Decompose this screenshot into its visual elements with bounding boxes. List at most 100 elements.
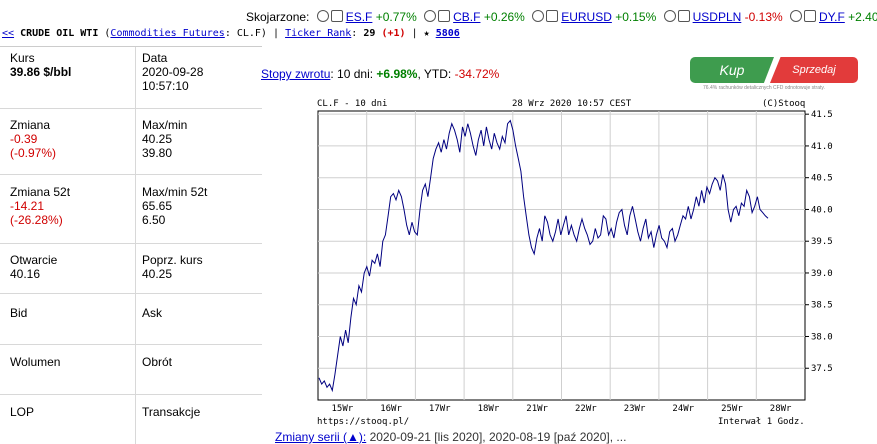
bid-label: Bid: [10, 306, 28, 320]
chart-svg: 41.5 41.0 40.5 40.0 39.5 39.0 38.5 38.0 37.5 15W…: [317, 99, 833, 427]
x-tick-label: 17Wr: [429, 404, 451, 414]
related-link-cb[interactable]: CB.F: [453, 10, 481, 24]
poprz-label: Poprz. kurs: [142, 253, 203, 267]
back-link[interactable]: <<: [2, 28, 15, 39]
x-tick-label: 22Wr: [575, 404, 597, 414]
x-tick-label: 24Wr: [672, 404, 694, 414]
related-change-dy: +2.40%: [848, 10, 877, 24]
x-tick-label: 23Wr: [624, 404, 646, 414]
chart-title-left: CL.F - 10 dni: [317, 99, 387, 109]
data-time: 10:57:10: [142, 79, 189, 93]
returns-line: Stopy zwrotu: 10 dni: +6.98%, YTD: -34.7…: [261, 67, 500, 81]
buy-button[interactable]: Kup: [690, 57, 774, 83]
x-tick-label: 18Wr: [478, 404, 500, 414]
compare-radio-cb[interactable]: [424, 10, 437, 22]
x-tick-label: 16Wr: [380, 404, 402, 414]
otwarcie-value: 40.16: [10, 267, 41, 281]
quote-table: Kurs 39.86 $/bbl Data 2020-09-28 10:57:1…: [0, 46, 262, 444]
poprz-value: 40.25: [142, 267, 173, 281]
y-tick-label: 38.5: [811, 301, 833, 311]
min-value: 39.80: [142, 146, 173, 160]
maxmin52-cell: Max/min 52t 65.65 6.50: [142, 185, 270, 227]
min52-value: 6.50: [142, 213, 166, 227]
wolumen-label: Wolumen: [10, 355, 61, 369]
compare-checkbox-dy[interactable]: [804, 10, 817, 22]
ticker-rank-link[interactable]: Ticker Rank: [285, 28, 352, 39]
compare-checkbox-eurusd[interactable]: [546, 10, 559, 22]
transakcje-label: Transakcje: [142, 405, 201, 419]
lop-label: LOP: [10, 405, 35, 419]
compare-radio-dy[interactable]: [790, 10, 803, 22]
row-divider: [0, 293, 262, 294]
separator: |: [273, 28, 280, 39]
zmiana-pct: (-0.97%): [10, 146, 57, 160]
related-label: Skojarzone:: [246, 10, 310, 24]
stars-count-link[interactable]: 5806: [435, 28, 460, 39]
return-ytd: -34.72%: [454, 67, 500, 81]
compare-checkbox-es[interactable]: [330, 10, 343, 22]
sell-button[interactable]: Sprzedaj: [770, 57, 858, 83]
compare-radio-eurusd[interactable]: [532, 10, 545, 22]
series-changes-text: 2020-09-21 [lis 2020], 2020-08-19 [paź 2…: [369, 430, 627, 444]
separator: |: [411, 28, 418, 39]
y-tick-label: 40.0: [811, 205, 833, 215]
chart-footer-url: https://stooq.pl/: [317, 417, 409, 427]
return-10d: +6.98%: [376, 67, 418, 81]
max-value: 40.25: [142, 132, 173, 146]
ticker-rank-value: 29: [363, 28, 376, 39]
maxmin52-label: Max/min 52t: [142, 185, 208, 199]
related-change-es: +0.77%: [375, 10, 417, 24]
y-tick-label: 40.5: [811, 174, 833, 184]
related-change-cb: +0.26%: [483, 10, 525, 24]
chart-grid: [317, 110, 806, 401]
max52-value: 65.65: [142, 199, 173, 213]
y-tick-label: 37.5: [811, 364, 833, 374]
ask-label: Ask: [142, 306, 163, 320]
related-instruments-bar: Skojarzone: ES.F +0.77% CB.F +0.26% EURU…: [0, 10, 877, 24]
category-link[interactable]: Commodities Futures: [110, 28, 225, 39]
row-divider: [0, 174, 262, 175]
chart-x-axis: 15Wr 16Wr 17Wr 18Wr 21Wr 22Wr 23Wr 24Wr 25Wr 28Wr: [332, 404, 793, 414]
y-tick-label: 39.0: [811, 269, 833, 279]
table-divider: [135, 47, 136, 444]
cfd-disclaimer: 76.4% rachunków detalicznych CFD odnotow…: [703, 85, 825, 91]
series-changes-link[interactable]: Zmiany serii (▲):: [275, 430, 367, 444]
related-link-eurusd[interactable]: EURUSD: [561, 10, 612, 24]
row-divider: [0, 243, 262, 244]
zmiana52-pct: (-26.28%): [10, 213, 63, 227]
related-change-eurusd: +0.15%: [615, 10, 657, 24]
kurs-value: 39.86 $/bbl: [10, 65, 72, 79]
obrot-label: Obrót: [142, 355, 173, 369]
maxmin-cell: Max/min 40.25 39.80: [142, 118, 270, 160]
x-tick-label: 28Wr: [770, 404, 792, 414]
kurs-label: Kurs: [10, 51, 35, 65]
related-link-dy[interactable]: DY.F: [819, 10, 845, 24]
compare-radio-usdpln[interactable]: [663, 10, 676, 22]
y-tick-label: 41.5: [811, 110, 833, 120]
x-tick-label: 21Wr: [526, 404, 548, 414]
series-changes: Zmiany serii (▲): 2020-09-21 [lis 2020],…: [275, 430, 626, 444]
zmiana-abs: -0.39: [10, 132, 38, 146]
row-divider: [0, 108, 262, 109]
y-tick-label: 39.5: [811, 237, 833, 247]
data-label: Data: [142, 51, 168, 65]
zmiana-cell: Zmiana -0.39 (-0.97%): [10, 118, 138, 160]
zmiana52-cell: Zmiana 52t -14.21 (-26.28%): [10, 185, 138, 227]
data-date: 2020-09-28: [142, 65, 204, 79]
compare-checkbox-usdpln[interactable]: [677, 10, 690, 22]
star-icon: ★: [423, 28, 430, 39]
returns-link[interactable]: Stopy zwrotu: [261, 67, 331, 81]
poprz-cell: Poprz. kurs 40.25: [142, 253, 270, 281]
zmiana-label: Zmiana: [10, 118, 51, 132]
related-link-usdpln[interactable]: USDPLN: [692, 10, 742, 24]
chart-title-date: 28 Wrz 2020 10:57 CEST: [512, 99, 632, 109]
y-tick-label: 38.0: [811, 332, 833, 342]
zmiana52-label: Zmiana 52t: [10, 185, 71, 199]
row-divider: [0, 344, 262, 345]
row-divider: [0, 394, 262, 395]
chart-interval: Interwał 1 Godz.: [718, 417, 805, 427]
compare-checkbox-cb[interactable]: [438, 10, 451, 22]
compare-radio-es[interactable]: [316, 10, 329, 22]
zmiana52-abs: -14.21: [10, 199, 45, 213]
related-link-es[interactable]: ES.F: [345, 10, 373, 24]
